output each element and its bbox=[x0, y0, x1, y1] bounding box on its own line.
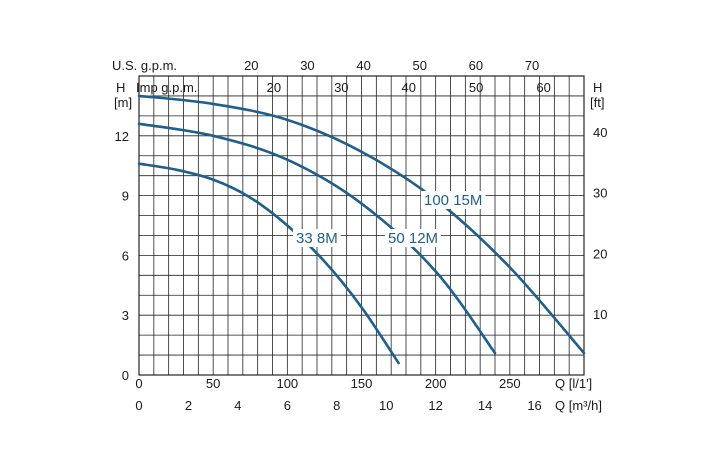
curve-50-12m bbox=[137, 122, 497, 355]
tick-label-q-m3h: 8 bbox=[333, 398, 340, 413]
tick-label-us-gpm: 40 bbox=[356, 58, 370, 73]
tick-label-imp-gpm: 30 bbox=[334, 80, 348, 95]
curve-label: 50 12M bbox=[388, 230, 438, 247]
tick-label-h-m: 3 bbox=[122, 308, 129, 323]
tick-label-h-m: 12 bbox=[115, 129, 129, 144]
tick-label-h-m: 6 bbox=[122, 248, 129, 263]
tick-label-imp-gpm: 50 bbox=[469, 80, 483, 95]
curve-label-background bbox=[293, 229, 341, 247]
tick-label-q-m3h: 10 bbox=[379, 398, 393, 413]
tick-label-q-lmin: 250 bbox=[499, 376, 521, 391]
q-lmin-axis-label: Q [l/1'] bbox=[555, 376, 592, 391]
tick-label-us-gpm: 60 bbox=[469, 58, 483, 73]
tick-label-q-m3h: 4 bbox=[234, 398, 241, 413]
tick-label-q-lmin: 200 bbox=[425, 376, 447, 391]
h-right-unit: [ft] bbox=[590, 95, 604, 110]
tick-label-q-m3h: 6 bbox=[284, 398, 291, 413]
us-gpm-axis-label: U.S. g.p.m. bbox=[112, 58, 177, 73]
tick-label-h-ft: 20 bbox=[593, 246, 607, 261]
tick-label-q-lmin: 150 bbox=[351, 376, 373, 391]
curves bbox=[137, 94, 586, 365]
tick-label-h-m: 0 bbox=[122, 368, 129, 383]
curve-33-8m bbox=[137, 162, 400, 365]
tick-label-us-gpm: 70 bbox=[525, 58, 539, 73]
tick-label-us-gpm: 20 bbox=[244, 58, 258, 73]
tick-label-us-gpm: 30 bbox=[300, 58, 314, 73]
tick-label-h-m: 9 bbox=[122, 189, 129, 204]
q-m3h-axis-label: Q [m³/h] bbox=[555, 398, 602, 413]
tick-label-h-ft: 30 bbox=[593, 186, 607, 201]
tick-label-q-m3h: 14 bbox=[478, 398, 492, 413]
grid bbox=[138, 75, 585, 376]
imp-gpm-axis-label: Imp g.p.m. bbox=[136, 80, 197, 95]
tick-label-h-ft: 10 bbox=[593, 307, 607, 322]
tick-label-q-m3h: 0 bbox=[135, 398, 142, 413]
tick-label-q-lmin: 50 bbox=[206, 376, 220, 391]
tick-label-q-lmin: 100 bbox=[276, 376, 298, 391]
plot-frame bbox=[138, 75, 585, 376]
curve-label: 100 15M bbox=[424, 192, 482, 209]
h-left-unit: [m] bbox=[114, 95, 132, 110]
curve-label-background bbox=[385, 229, 442, 247]
tick-label-q-lmin: 0 bbox=[135, 376, 142, 391]
curve-label-background bbox=[421, 191, 486, 209]
tick-label-q-m3h: 12 bbox=[428, 398, 442, 413]
curve-label: 33 8M bbox=[296, 230, 338, 247]
tick-label-imp-gpm: 40 bbox=[402, 80, 416, 95]
tick-label-imp-gpm: 60 bbox=[536, 80, 550, 95]
tick-label-h-ft: 40 bbox=[593, 125, 607, 140]
curve-100-15m bbox=[137, 94, 586, 355]
tick-label-us-gpm: 50 bbox=[413, 58, 427, 73]
h-right-label: H bbox=[593, 80, 602, 95]
curve-labels: 33 8M 50 12M 100 15M bbox=[293, 191, 486, 247]
tick-label-q-m3h: 16 bbox=[527, 398, 541, 413]
tick-label-imp-gpm: 20 bbox=[267, 80, 281, 95]
tick-label-q-m3h: 2 bbox=[185, 398, 192, 413]
h-left-label: H bbox=[116, 80, 125, 95]
